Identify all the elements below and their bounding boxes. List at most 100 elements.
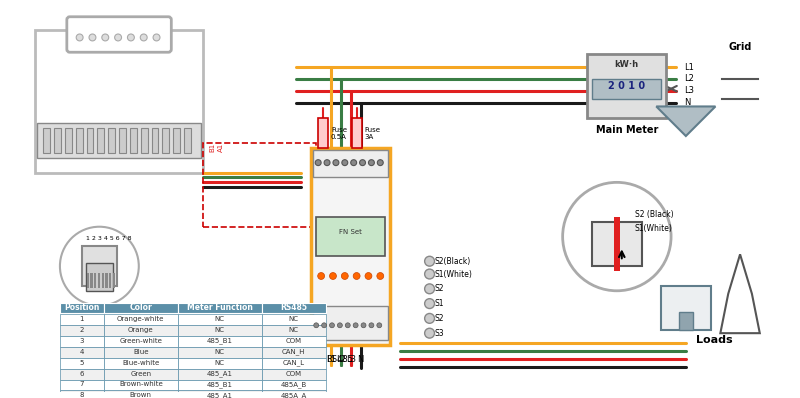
Bar <box>54 128 61 153</box>
Bar <box>60 369 104 380</box>
Text: S3: S3 <box>434 329 444 338</box>
Text: COM: COM <box>286 371 302 377</box>
Circle shape <box>425 314 434 323</box>
Text: RS485: RS485 <box>280 303 307 312</box>
Text: 485A_B: 485A_B <box>281 381 306 388</box>
Bar <box>60 358 104 369</box>
Bar <box>592 222 642 266</box>
Text: Fuse
0.5A: Fuse 0.5A <box>331 127 347 140</box>
Text: S2(Black): S2(Black) <box>434 257 470 266</box>
Bar <box>108 128 115 153</box>
Bar <box>130 128 137 153</box>
Circle shape <box>330 273 337 279</box>
Text: 8: 8 <box>79 392 84 398</box>
Circle shape <box>425 284 434 294</box>
Circle shape <box>127 34 134 41</box>
Bar <box>43 128 50 153</box>
Bar <box>60 380 104 390</box>
Text: NC: NC <box>214 349 225 355</box>
Bar <box>178 358 262 369</box>
Bar <box>178 347 262 358</box>
Bar <box>104 347 178 358</box>
Bar <box>109 273 111 288</box>
Text: Meter Function: Meter Function <box>186 303 253 312</box>
Bar <box>104 358 178 369</box>
Text: Grid: Grid <box>728 42 752 52</box>
Bar <box>60 336 104 347</box>
Bar <box>86 273 89 288</box>
Text: Blue-white: Blue-white <box>122 360 159 366</box>
Bar <box>119 128 126 153</box>
Bar <box>104 336 178 347</box>
Bar <box>60 390 104 398</box>
Bar <box>35 29 203 172</box>
Text: 1: 1 <box>79 316 84 322</box>
Bar <box>203 143 316 227</box>
Text: 3: 3 <box>79 338 84 344</box>
Text: N: N <box>684 98 690 107</box>
Text: A1: A1 <box>218 143 224 152</box>
Bar <box>314 306 388 340</box>
Text: NC: NC <box>214 327 225 333</box>
Circle shape <box>377 323 382 328</box>
Bar <box>86 128 94 153</box>
Circle shape <box>342 160 348 166</box>
Bar <box>262 347 326 358</box>
Bar <box>104 302 178 314</box>
Circle shape <box>322 323 326 328</box>
Text: S1(White): S1(White) <box>634 224 673 233</box>
Bar <box>262 314 326 325</box>
Text: L1: L1 <box>684 62 694 72</box>
Text: S1: S1 <box>434 299 444 308</box>
Bar <box>104 380 178 390</box>
Bar <box>65 128 72 153</box>
Bar <box>679 312 693 330</box>
Circle shape <box>324 160 330 166</box>
Text: L1: L1 <box>326 355 336 364</box>
Text: S2 (Black): S2 (Black) <box>634 211 674 219</box>
Bar <box>106 273 108 288</box>
Text: Loads: Loads <box>696 335 732 345</box>
Bar <box>262 358 326 369</box>
Text: 485_A1: 485_A1 <box>206 370 233 377</box>
Bar <box>104 369 178 380</box>
Circle shape <box>314 323 318 328</box>
Bar <box>113 273 115 288</box>
Circle shape <box>425 328 434 338</box>
Text: 485A_A: 485A_A <box>281 392 306 398</box>
Circle shape <box>330 323 334 328</box>
Circle shape <box>76 34 83 41</box>
Bar <box>262 336 326 347</box>
Text: Green: Green <box>130 371 151 377</box>
Bar <box>262 369 326 380</box>
Circle shape <box>153 34 160 41</box>
Bar <box>94 273 97 288</box>
Bar <box>178 380 262 390</box>
Bar <box>178 369 262 380</box>
Text: B1: B1 <box>210 143 216 152</box>
Text: COM: COM <box>286 338 302 344</box>
Circle shape <box>350 160 357 166</box>
Text: 7: 7 <box>79 381 84 387</box>
Polygon shape <box>656 106 715 136</box>
Text: 4: 4 <box>79 349 84 355</box>
Text: 2 0 1 0: 2 0 1 0 <box>608 81 646 91</box>
Bar <box>76 128 82 153</box>
Circle shape <box>359 160 366 166</box>
Text: 1 2 3 4 5 6 7 8: 1 2 3 4 5 6 7 8 <box>86 236 131 241</box>
Bar <box>60 347 104 358</box>
Text: 5: 5 <box>79 360 84 366</box>
Text: RS485: RS485 <box>326 355 353 364</box>
Bar <box>262 380 326 390</box>
Circle shape <box>353 273 360 279</box>
Bar <box>90 273 93 288</box>
Bar <box>318 118 328 148</box>
Bar <box>104 390 178 398</box>
Circle shape <box>346 323 350 328</box>
Circle shape <box>425 298 434 308</box>
Circle shape <box>342 273 348 279</box>
Text: L2: L2 <box>684 74 694 83</box>
Circle shape <box>425 269 434 279</box>
Circle shape <box>315 160 321 166</box>
Circle shape <box>369 323 374 328</box>
